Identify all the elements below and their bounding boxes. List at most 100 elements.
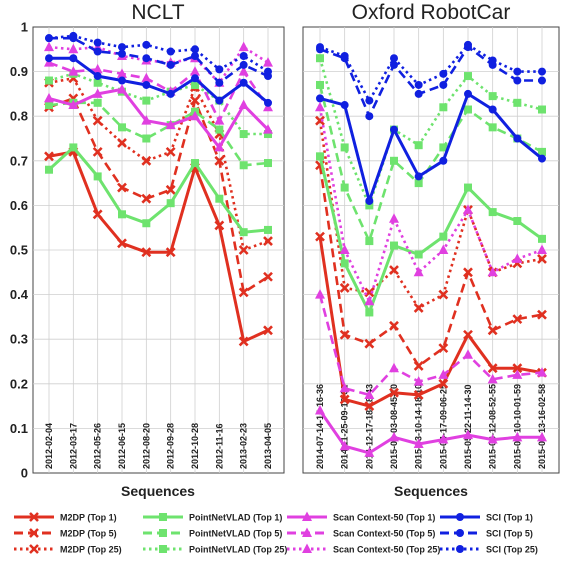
legend-label: M2DP (Top 25) (60, 545, 122, 555)
y-tick-label: 0.7 (10, 153, 28, 168)
sequence-tick-label: 2014-12-17-18-18-43 (364, 384, 374, 469)
data-point-marker (263, 236, 273, 246)
series-line (48, 34, 269, 73)
data-point-marker (215, 194, 224, 203)
data-point-marker (93, 72, 102, 81)
data-point-marker (389, 320, 399, 331)
data-point-marker (487, 434, 498, 444)
data-point-marker (92, 63, 103, 74)
data-point-marker (512, 314, 523, 325)
data-point-marker (239, 228, 248, 237)
legend-label: SCI (Top 25) (486, 545, 538, 555)
y-tick-label: 0.5 (10, 243, 28, 258)
y-tick-label: 1 (21, 20, 28, 35)
sequence-tick-label: 2012-08-20 (141, 423, 151, 469)
legend-label: PointNetVLAD (Top 1) (189, 513, 282, 523)
data-point-marker (142, 134, 151, 143)
data-point-marker (165, 184, 176, 195)
data-point-marker (512, 431, 523, 442)
data-point-marker (439, 143, 448, 152)
data-point-marker (389, 213, 399, 223)
sequence-tick-label: 2012-02-04 (44, 423, 54, 469)
sequence-tick-label: 2013-04-05 (263, 423, 273, 469)
data-point-marker (191, 45, 199, 54)
data-point-marker (215, 78, 224, 87)
data-point-marker (68, 99, 79, 110)
data-point-marker (214, 220, 225, 231)
data-point-marker (538, 76, 546, 85)
legend-item-pointnetvlad-top-25: PointNetVLAD (Top 25) (143, 545, 287, 555)
data-point-marker (315, 231, 325, 242)
data-point-marker (93, 98, 102, 107)
data-point-marker (315, 289, 325, 299)
data-point-marker (389, 362, 399, 373)
data-point-marker (263, 271, 273, 282)
data-point-marker (364, 389, 375, 399)
data-point-marker (488, 56, 497, 65)
series-sci-top-1 (316, 89, 546, 205)
series-pointnetvlad-top-1 (45, 143, 272, 237)
data-point-marker (390, 125, 398, 134)
series-line (319, 45, 542, 118)
legend-label: PointNetVLAD (Top 5) (189, 529, 282, 539)
sequence-tick-label: 2012-10-28 (190, 423, 200, 469)
series-line (47, 145, 269, 234)
data-point-marker (165, 119, 176, 130)
series-pointnetvlad-top-1 (316, 152, 546, 317)
legend-item-sci-top-25: SCI (Top 25) (440, 545, 538, 555)
data-point-marker (316, 94, 324, 103)
series-m2dp-top-1 (44, 146, 273, 347)
legend-item-sci-top-1: SCI (Top 1) (440, 513, 533, 523)
legend-swatch-marker (159, 545, 167, 553)
data-point-marker (117, 138, 127, 148)
data-point-marker (264, 159, 272, 168)
sequence-tick-label: 2014-07-14-15-16-36 (315, 384, 325, 469)
data-point-marker (141, 193, 152, 204)
series-scan-context-50-top-1 (315, 405, 547, 457)
data-point-marker (316, 152, 324, 161)
data-point-marker (365, 201, 374, 210)
data-point-marker (464, 40, 472, 49)
sequence-tick-label: 2012-11-16 (214, 423, 224, 469)
chart-title-nclt: NCLT (131, 1, 184, 24)
data-point-marker (365, 112, 374, 121)
legend-swatch-marker (159, 529, 167, 537)
legend-label: SCI (Top 5) (486, 529, 533, 539)
legend-swatch-marker (29, 512, 39, 522)
chart-title-oxford: Oxford RobotCar (352, 1, 511, 24)
data-point-marker (239, 161, 248, 170)
data-point-marker (215, 96, 224, 105)
series-scan-context-50-top-1 (44, 83, 273, 152)
data-point-marker (92, 115, 103, 126)
legend-swatch-marker (456, 545, 464, 553)
data-point-marker (264, 225, 272, 234)
data-point-marker (537, 367, 547, 377)
data-point-marker (339, 440, 350, 451)
data-point-marker (166, 47, 175, 56)
series-scan-context-50-top-25 (315, 101, 547, 306)
data-point-marker (414, 89, 423, 98)
data-point-marker (142, 219, 151, 228)
data-point-marker (513, 134, 522, 143)
data-point-marker (438, 244, 449, 254)
data-point-marker (93, 172, 102, 181)
data-point-marker (45, 76, 53, 85)
data-point-marker (439, 156, 448, 165)
legend-swatch-marker (159, 513, 167, 521)
data-point-marker (239, 60, 248, 69)
data-point-marker (141, 155, 152, 166)
data-point-marker (339, 329, 350, 340)
data-point-marker (69, 143, 78, 152)
legend-label: M2DP (Top 1) (60, 513, 117, 523)
data-point-marker (263, 57, 273, 67)
data-point-marker (215, 125, 224, 134)
data-point-marker (142, 80, 151, 89)
sequence-tick-label: 2015-03-10-14-18-10 (414, 384, 424, 469)
data-point-marker (339, 394, 350, 405)
data-point-marker (190, 110, 200, 121)
data-point-marker (45, 54, 53, 63)
legend-label: PointNetVLAD (Top 25) (189, 545, 287, 555)
data-point-marker (463, 267, 473, 278)
data-point-marker (339, 244, 350, 254)
